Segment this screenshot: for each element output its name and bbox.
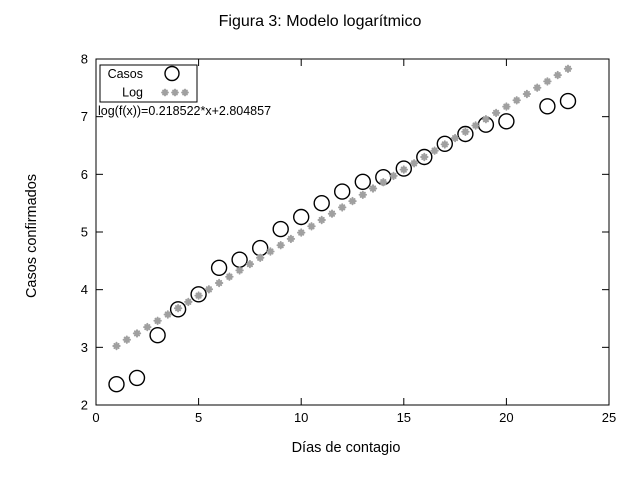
fit-marker-asterisk-icon [184, 297, 193, 307]
legend-marker-casos-circle-icon [164, 65, 180, 82]
fit-marker-asterisk-icon [132, 329, 142, 338]
legend-asterisk-icon [161, 88, 169, 97]
fit-marker-asterisk-icon [553, 70, 562, 80]
fit-marker-asterisk-icon [173, 304, 183, 313]
legend-marker-log-asterisks-icon [161, 88, 189, 97]
fit-marker-asterisk-icon [563, 64, 573, 73]
x-tick-label: 10 [294, 410, 308, 425]
legend: Casos Log [99, 64, 198, 103]
fit-marker-asterisk-icon [297, 228, 306, 237]
legend-box [99, 64, 198, 103]
fit-marker-asterisk-icon [512, 96, 521, 105]
x-tick-label: 15 [397, 410, 411, 425]
legend-label-casos: Casos [108, 67, 143, 81]
fit-marker-asterisk-icon [194, 291, 203, 300]
fit-marker-asterisk-icon [225, 272, 234, 281]
y-tick-label: 4 [81, 282, 88, 297]
fit-marker-asterisk-icon [379, 178, 388, 187]
data-point-casos [231, 251, 248, 268]
data-point-casos [334, 183, 351, 200]
fit-marker-asterisk-icon [266, 247, 275, 256]
fit-marker-asterisk-icon [409, 159, 419, 168]
fit-equation-annotation: log(f(x))=0.218522*x+2.804857 [98, 104, 271, 118]
fit-marker-asterisk-icon [440, 140, 449, 149]
data-point-casos [252, 239, 269, 257]
fit-marker-asterisk-icon [358, 190, 367, 199]
fit-marker-asterisk-icon [461, 127, 470, 136]
legend-asterisk-icon [181, 88, 189, 97]
fit-marker-asterisk-icon [450, 133, 460, 143]
fit-marker-asterisk-icon [543, 77, 552, 86]
fit-marker-asterisk-icon [420, 152, 429, 162]
fit-marker-asterisk-icon [204, 285, 214, 294]
legend-label-log: Log [122, 86, 143, 100]
fit-marker-asterisk-icon [317, 215, 326, 225]
fit-marker-asterisk-icon [245, 259, 255, 269]
fit-marker-asterisk-icon [430, 146, 439, 155]
x-tick-label: 20 [499, 410, 513, 425]
data-point-casos [149, 327, 166, 344]
data-point-casos [354, 173, 371, 191]
x-tick-label: 0 [92, 410, 99, 425]
y-axis-label: Casos confirmados [24, 174, 40, 298]
fit-marker-asterisk-icon [399, 165, 408, 174]
fit-marker-asterisk-icon [143, 322, 152, 332]
fit-marker-asterisk-icon [307, 222, 316, 231]
data-point-casos [498, 113, 515, 130]
fit-marker-asterisk-icon [163, 310, 172, 319]
fit-marker-asterisk-icon [481, 115, 491, 124]
data-point-casos [539, 98, 556, 115]
fit-marker-asterisk-icon [533, 83, 542, 92]
fit-marker-asterisk-icon [235, 266, 244, 275]
fit-marker-asterisk-icon [338, 203, 347, 212]
fit-marker-asterisk-icon [327, 209, 337, 218]
fit-marker-asterisk-icon [491, 108, 501, 118]
data-point-casos [293, 208, 310, 226]
fit-marker-asterisk-icon [276, 241, 285, 250]
fit-marker-asterisk-icon [214, 278, 224, 288]
y-tick-label: 7 [81, 109, 88, 124]
y-tick-label: 2 [81, 398, 88, 413]
data-point-casos [210, 259, 228, 276]
fit-marker-asterisk-icon [522, 89, 532, 99]
data-point-casos [313, 194, 330, 212]
data-point-casos [272, 220, 289, 238]
legend-asterisk-icon [171, 88, 179, 97]
fit-marker-asterisk-icon [471, 121, 480, 130]
x-axis-label: Días de contagio [292, 440, 401, 456]
x-tick-label: 5 [195, 410, 202, 425]
data-point-casos [559, 92, 577, 110]
fit-marker-asterisk-icon [112, 341, 121, 351]
fit-marker-asterisk-icon [368, 184, 378, 193]
data-point-casos [108, 376, 125, 393]
y-tick-label: 3 [81, 340, 88, 355]
fit-marker-asterisk-icon [348, 196, 357, 206]
data-point-casos [128, 369, 146, 387]
y-tick-label: 6 [81, 167, 88, 182]
fit-marker-asterisk-icon [286, 234, 296, 244]
fit-marker-asterisk-icon [502, 102, 511, 111]
fit-marker-asterisk-icon [256, 253, 265, 262]
fit-marker-asterisk-icon [153, 316, 162, 325]
y-tick-label: 5 [81, 225, 88, 240]
plot-canvas: 0 5 10 15 20 25 2 3 4 5 6 7 8 [81, 52, 616, 426]
fit-marker-asterisk-icon [389, 171, 398, 181]
chart-title: Figura 3: Modelo logarítmico [219, 13, 422, 30]
x-tick-label: 25 [602, 410, 616, 425]
fit-marker-asterisk-icon [122, 335, 131, 344]
y-tick-label: 8 [81, 52, 88, 67]
